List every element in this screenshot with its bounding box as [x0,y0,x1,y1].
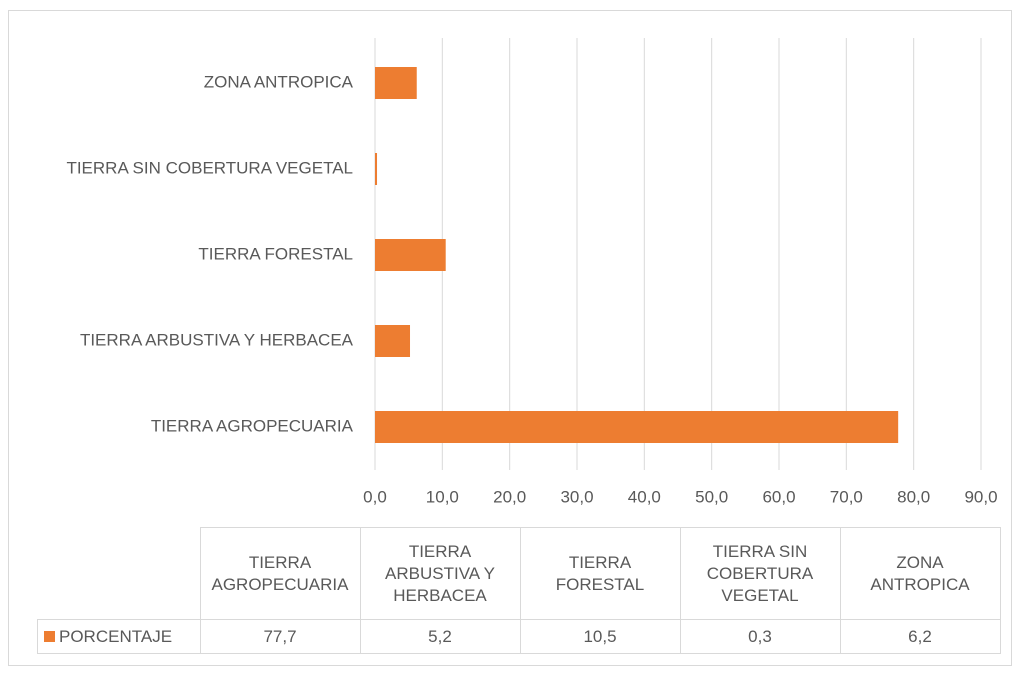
table-value: 0,3 [679,619,841,654]
x-tick-label: 50,0 [695,487,728,506]
x-tick-label: 10,0 [426,487,459,506]
table-value: 5,2 [359,619,521,654]
y-tick-label: TIERRA AGROPECUARIA [151,416,354,435]
table-header: TIERRA AGROPECUARIA [199,527,361,620]
table-header: TIERRA FORESTAL [519,527,681,620]
bar [375,411,899,443]
table-value: 10,5 [519,619,681,654]
y-tick-label: TIERRA SIN COBERTURA VEGETAL [66,158,353,177]
bar [375,325,411,357]
table-header: TIERRA SIN COBERTURA VEGETAL [679,527,841,620]
legend-entry: PORCENTAJE [37,619,201,654]
y-tick-label: TIERRA ARBUSTIVA Y HERBACEA [80,330,354,349]
table-value: 77,7 [199,619,361,654]
bar [375,67,417,99]
x-tick-label: 30,0 [560,487,593,506]
x-tick-label: 60,0 [762,487,795,506]
bar [375,239,446,271]
table-corner [37,527,201,620]
x-tick-label: 90,0 [964,487,997,506]
x-tick-label: 70,0 [830,487,863,506]
chart-border [8,10,1012,666]
x-tick-label: 0,0 [363,487,387,506]
x-tick-label: 20,0 [493,487,526,506]
x-tick-label: 80,0 [897,487,930,506]
y-tick-label: ZONA ANTROPICA [204,72,354,91]
legend-swatch [44,630,55,642]
x-tick-label: 40,0 [628,487,661,506]
table-data-row: PORCENTAJE 77,7 5,2 10,5 0,3 6,2 [37,619,1001,654]
table-header-row: TIERRA AGROPECUARIA TIERRA ARBUSTIVA Y HE… [37,527,1001,620]
data-table: TIERRA AGROPECUARIA TIERRA ARBUSTIVA Y HE… [37,527,1001,654]
table-header: ZONA ANTROPICA [839,527,1001,620]
table-header: TIERRA ARBUSTIVA Y HERBACEA [359,527,521,620]
bar [375,153,378,185]
legend-label: PORCENTAJE [59,626,173,646]
y-tick-label: TIERRA FORESTAL [198,244,353,263]
table-value: 6,2 [839,619,1001,654]
